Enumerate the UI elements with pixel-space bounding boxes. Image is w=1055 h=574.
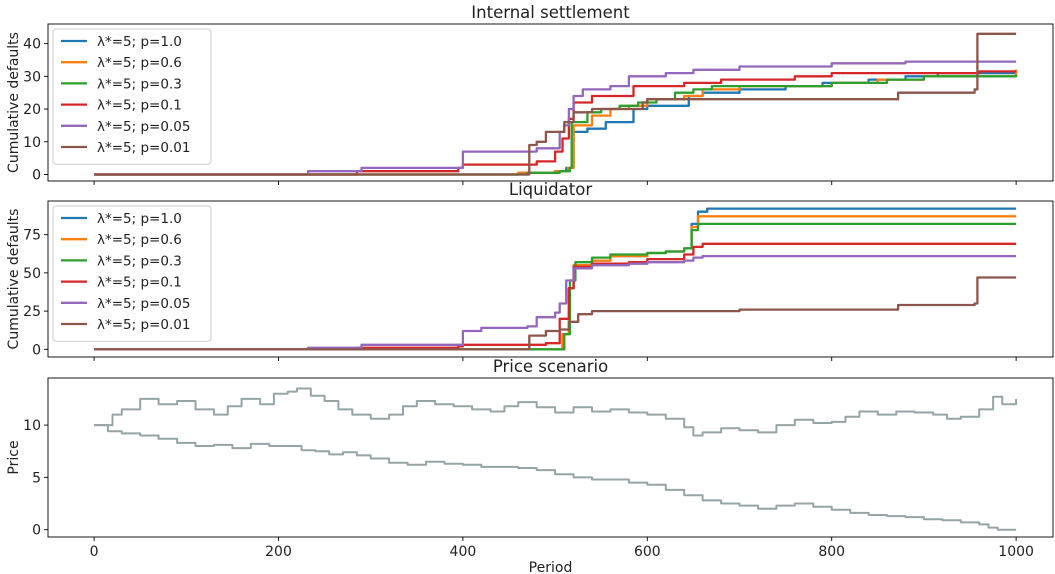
y-tick-label: 0 xyxy=(32,523,41,539)
legend-entry: λ*=5; p=0.3 xyxy=(97,253,182,269)
legend-entry: λ*=5; p=0.05 xyxy=(97,296,190,312)
y-tick-label: 75 xyxy=(23,228,41,244)
series-line-6 xyxy=(94,276,1017,351)
legend-entry: λ*=5; p=0.6 xyxy=(97,55,182,71)
x-axis-label: Period xyxy=(529,560,573,574)
y-tick-label: 50 xyxy=(23,266,41,282)
y-tick-label: 40 xyxy=(23,37,41,53)
y-tick-label: 25 xyxy=(23,304,41,320)
y-axis-label: Cumulative defaults xyxy=(6,209,22,350)
series-line-5 xyxy=(94,254,1017,351)
axes-frame xyxy=(47,23,1054,182)
y-tick-label: 0 xyxy=(32,167,41,183)
legend-entry: λ*=5; p=1.0 xyxy=(97,211,182,227)
legend: λ*=5; p=1.0 λ*=5; p=0.6 λ*=5; p=0.3 λ*=5; p… xyxy=(52,205,212,342)
x-tick-label: 600 xyxy=(634,544,661,560)
legend-entry: λ*=5; p=0.05 xyxy=(97,119,190,135)
x-tick-label: 400 xyxy=(450,544,477,560)
y-tick-label: 5 xyxy=(32,470,41,486)
x-tick-label: 800 xyxy=(818,544,845,560)
x-tick-label: 1000 xyxy=(998,544,1034,560)
legend-entry: λ*=5; p=0.3 xyxy=(97,76,182,92)
series-line-5 xyxy=(94,60,1017,176)
y-axis-label: Price xyxy=(6,440,22,474)
series-line-2 xyxy=(94,424,1017,531)
legend-entry: λ*=5; p=0.1 xyxy=(97,275,182,291)
y-tick-label: 30 xyxy=(23,69,41,85)
series-line-1 xyxy=(94,387,1018,437)
legend-box xyxy=(52,28,212,165)
legend-entry: λ*=5; p=0.1 xyxy=(97,98,182,114)
legend-entry: λ*=5; p=0.6 xyxy=(97,232,182,248)
series-line-1 xyxy=(94,69,1018,176)
y-tick-label: 0 xyxy=(32,342,41,358)
legend-box xyxy=(52,205,212,342)
series-line-2 xyxy=(94,215,1017,351)
series-line-1 xyxy=(94,207,1017,351)
chart-panel-3: Price scenario 0 5 10 0 200 400 600 800 1000 Price… xyxy=(6,357,1054,574)
y-axis-label: Cumulative defaults xyxy=(6,32,22,173)
series-line-4 xyxy=(94,242,1017,351)
chart-title: Liquidator xyxy=(509,180,592,199)
series-line-6 xyxy=(94,32,1017,176)
x-tick-label: 0 xyxy=(90,544,99,560)
legend-entry: λ*=5; p=0.01 xyxy=(97,140,190,156)
series-line-3 xyxy=(94,222,1017,351)
x-tick-label: 200 xyxy=(265,544,292,560)
series-line-4 xyxy=(94,70,1017,176)
legend-entry: λ*=5; p=0.01 xyxy=(97,317,190,333)
y-tick-label: 10 xyxy=(23,135,41,151)
y-tick-label: 10 xyxy=(23,418,41,434)
chart-title: Internal settlement xyxy=(471,3,630,22)
chart-title: Price scenario xyxy=(493,357,608,376)
axes-frame xyxy=(47,377,1054,538)
axes-frame xyxy=(47,200,1054,358)
legend-entry: λ*=5; p=1.0 xyxy=(97,34,182,50)
legend: λ*=5; p=1.0 λ*=5; p=0.6 λ*=5; p=0.3 λ*=5; p… xyxy=(52,28,212,165)
y-tick-label: 20 xyxy=(23,102,41,118)
